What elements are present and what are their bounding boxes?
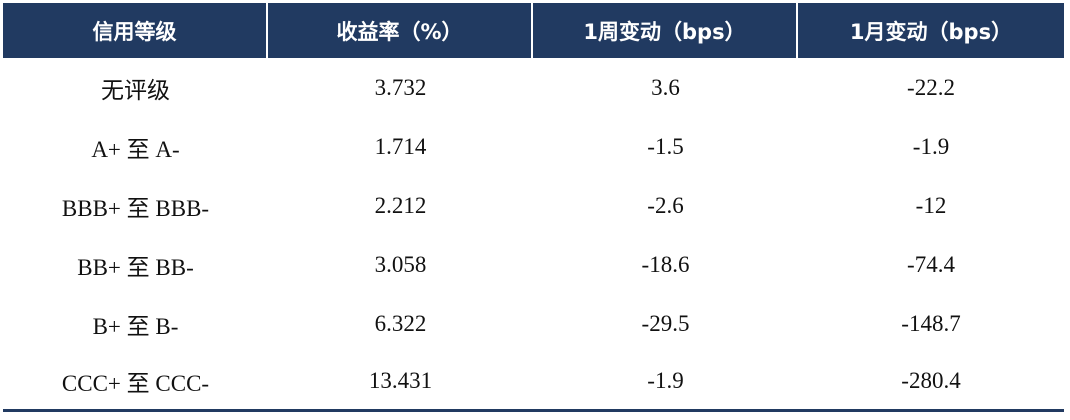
header-credit-rating: 信用等级 <box>3 3 268 58</box>
cell-1m-change: -280.4 <box>798 353 1064 412</box>
cell-rating: BBB+ 至 BBB- <box>61 195 210 221</box>
cell-yield: 13.431 <box>268 353 533 412</box>
cell-rating: A+ 至 A- <box>91 136 180 162</box>
cell-1w-change: -2.6 <box>647 192 684 218</box>
cell-yield: 3.732 <box>374 74 427 100</box>
cell-yield: 6.322 <box>374 310 427 336</box>
cell-1m-change: -74.4 <box>907 251 955 277</box>
table-row: 无评级 3.732 3.6 -22.2 <box>3 58 1064 117</box>
cell-1w-change: -18.6 <box>641 251 690 277</box>
cell-yield: 3.058 <box>374 251 427 277</box>
cell-rating: CCC+ 至 CCC- <box>3 353 268 412</box>
table-row: CCC+ 至 CCC- 13.431 -1.9 -280.4 <box>3 353 1064 412</box>
cell-yield: 1.714 <box>374 133 427 159</box>
cell-1w-change: -1.9 <box>533 353 798 412</box>
header-row: 信用等级 收益率（%） 1周变动（bps） 1月变动（bps） <box>3 3 1064 58</box>
cell-1w-change: -29.5 <box>641 310 690 336</box>
table-row: A+ 至 A- 1.714 -1.5 -1.9 <box>3 117 1064 176</box>
header-1m-change: 1月变动（bps） <box>798 3 1064 58</box>
cell-1m-change: -12 <box>915 192 947 218</box>
cell-rating: BB+ 至 BB- <box>77 254 194 280</box>
cell-1m-change: -148.7 <box>901 310 961 336</box>
header-1w-change: 1周变动（bps） <box>533 3 798 58</box>
cell-1m-change: -22.2 <box>907 74 955 100</box>
credit-rating-table: 信用等级 收益率（%） 1周变动（bps） 1月变动（bps） 无评级 3.73… <box>3 3 1064 412</box>
header-yield: 收益率（%） <box>268 3 533 58</box>
table-row: BBB+ 至 BBB- 2.212 -2.6 -12 <box>3 176 1064 235</box>
cell-rating: B+ 至 B- <box>92 313 179 339</box>
table-row: BB+ 至 BB- 3.058 -18.6 -74.4 <box>3 235 1064 294</box>
table-row: B+ 至 B- 6.322 -29.5 -148.7 <box>3 294 1064 353</box>
cell-1w-change: 3.6 <box>651 74 680 100</box>
cell-rating: 无评级 <box>101 77 170 103</box>
cell-1w-change: -1.5 <box>647 133 684 159</box>
table-header: 信用等级 收益率（%） 1周变动（bps） 1月变动（bps） <box>3 3 1064 58</box>
table-body: 无评级 3.732 3.6 -22.2 A+ 至 A- 1.714 -1.5 -… <box>3 58 1064 412</box>
cell-yield: 2.212 <box>374 192 427 218</box>
cell-1m-change: -1.9 <box>912 133 950 159</box>
